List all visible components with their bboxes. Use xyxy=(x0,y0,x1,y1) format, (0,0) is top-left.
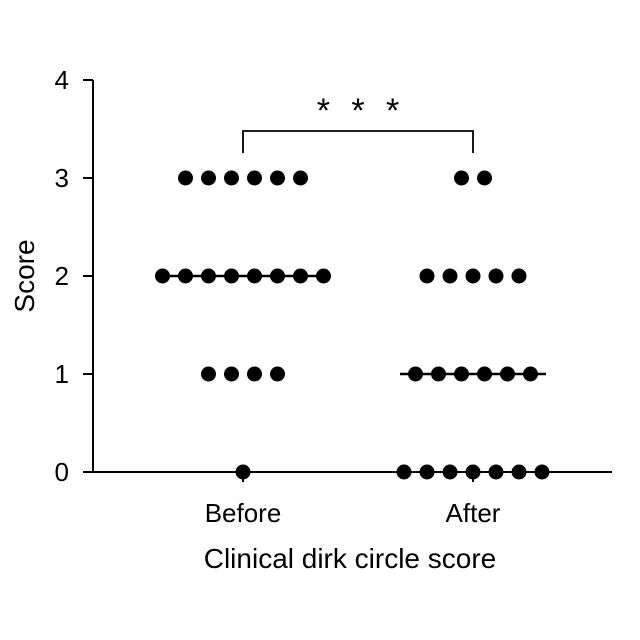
x-tick-labels: Before After xyxy=(205,472,501,528)
data-point xyxy=(270,367,285,382)
significance-label: * * * xyxy=(317,92,406,130)
y-tick-label: 0 xyxy=(55,457,69,487)
y-ticks: 0 1 2 3 4 xyxy=(55,65,93,487)
y-tick-label: 1 xyxy=(55,359,69,389)
data-point xyxy=(489,465,504,480)
data-point xyxy=(293,171,308,186)
data-point xyxy=(316,269,331,284)
data-point xyxy=(270,171,285,186)
data-point xyxy=(201,171,216,186)
x-tick-label: After xyxy=(446,498,501,528)
data-point xyxy=(454,171,469,186)
y-axis-title: Score xyxy=(9,239,40,312)
data-point xyxy=(512,269,527,284)
data-point xyxy=(155,269,170,284)
y-tick-label: 2 xyxy=(55,261,69,291)
y-tick-label: 4 xyxy=(55,65,69,95)
median-lines xyxy=(170,276,546,374)
data-point xyxy=(489,269,504,284)
data-point xyxy=(420,269,435,284)
x-axis-title: Clinical dirk circle score xyxy=(204,543,497,574)
data-point xyxy=(224,171,239,186)
data-point xyxy=(443,269,458,284)
data-point xyxy=(201,367,216,382)
data-points xyxy=(155,171,550,480)
x-tick-label: Before xyxy=(205,498,282,528)
data-point xyxy=(443,465,458,480)
significance-annotation: * * * xyxy=(243,92,473,153)
data-point xyxy=(466,269,481,284)
data-point xyxy=(466,465,481,480)
data-point xyxy=(247,367,262,382)
significance-bracket xyxy=(243,131,473,153)
data-point xyxy=(535,465,550,480)
data-point xyxy=(247,171,262,186)
data-point xyxy=(477,171,492,186)
data-point xyxy=(224,367,239,382)
data-point xyxy=(512,465,527,480)
data-point xyxy=(420,465,435,480)
y-tick-label: 3 xyxy=(55,163,69,193)
data-point xyxy=(178,171,193,186)
data-point xyxy=(236,465,251,480)
data-point xyxy=(397,465,412,480)
